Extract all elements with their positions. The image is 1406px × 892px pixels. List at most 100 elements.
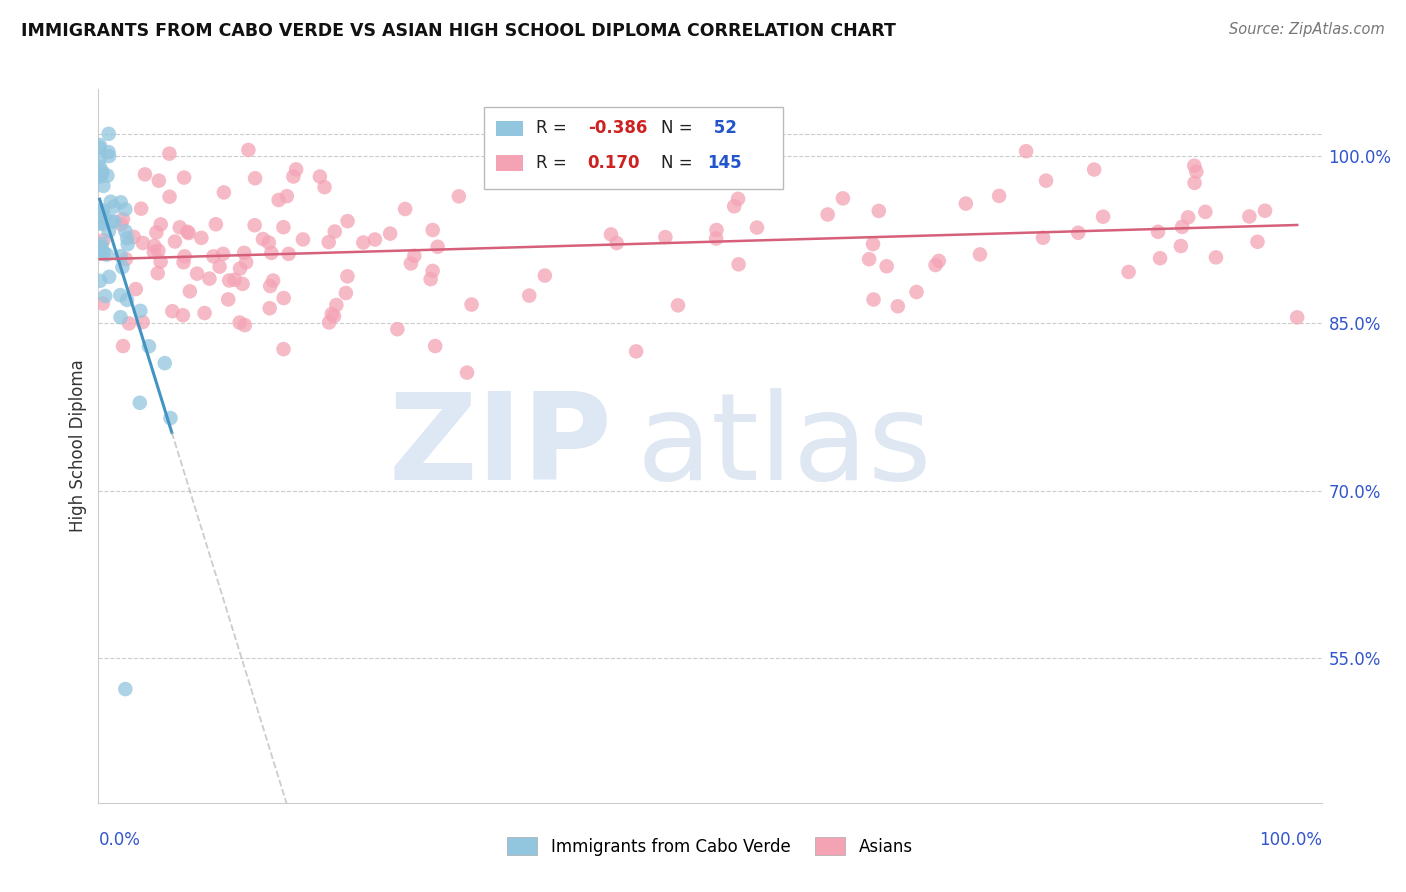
- Text: R =: R =: [536, 153, 578, 171]
- Point: [217, 293, 239, 307]
- Point: [1182, 159, 1205, 173]
- Point: [103, 200, 125, 214]
- Point: [456, 366, 478, 380]
- Point: [1205, 251, 1227, 265]
- Point: [91, 217, 114, 231]
- Point: [212, 186, 235, 200]
- Point: [114, 202, 136, 217]
- Text: 100.0%: 100.0%: [1258, 830, 1322, 848]
- Point: [1092, 210, 1115, 224]
- Point: [89, 215, 111, 229]
- Point: [862, 293, 884, 307]
- Point: [89, 168, 111, 182]
- Point: [419, 272, 441, 286]
- Point: [336, 214, 359, 228]
- Point: [212, 247, 235, 261]
- Point: [91, 246, 114, 260]
- Point: [100, 194, 122, 209]
- Point: [422, 264, 444, 278]
- Point: [727, 165, 749, 179]
- Point: [128, 396, 150, 410]
- Point: [159, 190, 181, 204]
- Point: [129, 303, 152, 318]
- Point: [110, 218, 132, 232]
- Point: [1032, 230, 1054, 244]
- Point: [924, 258, 946, 272]
- Point: [132, 235, 155, 250]
- Y-axis label: High School Diploma: High School Diploma: [69, 359, 87, 533]
- Point: [404, 249, 426, 263]
- Point: [118, 317, 141, 331]
- Text: R =: R =: [536, 120, 572, 137]
- Point: [928, 253, 950, 268]
- Point: [90, 208, 112, 222]
- Point: [1239, 210, 1261, 224]
- Point: [988, 189, 1011, 203]
- Point: [262, 274, 284, 288]
- Point: [146, 266, 169, 280]
- Point: [90, 168, 112, 182]
- Point: [534, 268, 557, 283]
- Point: [89, 152, 111, 166]
- Point: [862, 237, 884, 252]
- Text: -0.386: -0.386: [588, 120, 647, 137]
- Point: [134, 167, 156, 181]
- Point: [387, 322, 409, 336]
- Point: [89, 169, 111, 184]
- Point: [291, 232, 314, 246]
- Point: [228, 316, 250, 330]
- Point: [224, 273, 246, 287]
- Point: [190, 231, 212, 245]
- Point: [89, 138, 111, 153]
- Point: [876, 260, 898, 274]
- Point: [93, 233, 115, 247]
- Point: [91, 165, 114, 179]
- Point: [323, 225, 346, 239]
- Point: [110, 249, 132, 263]
- Point: [111, 212, 134, 227]
- Point: [159, 411, 181, 425]
- Point: [122, 230, 145, 244]
- Point: [624, 344, 647, 359]
- Point: [858, 252, 880, 267]
- Point: [267, 193, 290, 207]
- Point: [229, 261, 252, 276]
- Point: [117, 237, 139, 252]
- Text: N =: N =: [661, 120, 697, 137]
- Point: [162, 304, 184, 318]
- Point: [1015, 145, 1038, 159]
- Point: [104, 214, 127, 228]
- Point: [125, 282, 148, 296]
- Point: [831, 191, 853, 205]
- Point: [273, 291, 295, 305]
- Point: [138, 339, 160, 353]
- Point: [394, 202, 416, 216]
- Point: [905, 285, 928, 299]
- Point: [704, 231, 727, 245]
- Point: [89, 216, 111, 230]
- Point: [163, 235, 186, 249]
- Point: [145, 226, 167, 240]
- Point: [243, 219, 266, 233]
- Point: [235, 255, 257, 269]
- Point: [727, 192, 749, 206]
- Point: [1286, 310, 1309, 325]
- Text: 0.0%: 0.0%: [98, 830, 141, 848]
- Point: [817, 207, 839, 221]
- Point: [727, 257, 749, 271]
- Point: [173, 249, 195, 263]
- Point: [202, 249, 225, 263]
- Point: [157, 146, 180, 161]
- Point: [600, 227, 623, 242]
- Point: [173, 255, 195, 269]
- Point: [148, 174, 170, 188]
- Point: [283, 169, 305, 184]
- Point: [110, 288, 132, 302]
- Point: [259, 301, 281, 316]
- Point: [91, 203, 114, 218]
- Point: [1254, 203, 1277, 218]
- Point: [110, 195, 132, 210]
- Point: [169, 220, 191, 235]
- Point: [90, 240, 112, 254]
- Point: [259, 279, 281, 293]
